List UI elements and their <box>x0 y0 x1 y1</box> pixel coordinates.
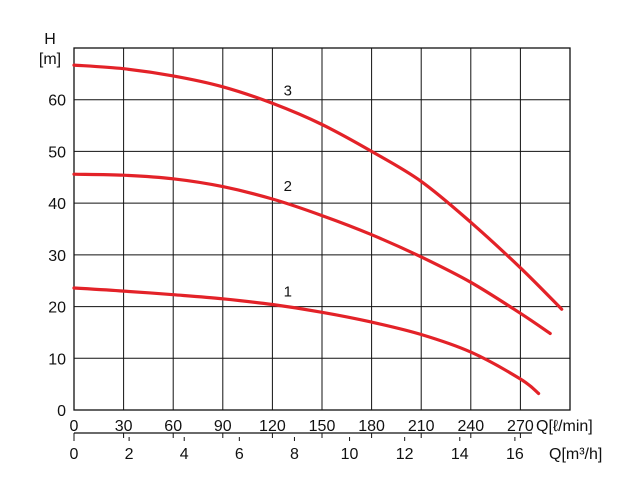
x-axis-primary-title: Q[ℓ/min] <box>536 418 593 435</box>
x-primary-tick-label: 240 <box>457 418 484 435</box>
y-tick-label: 20 <box>48 300 66 317</box>
x-secondary-tick-label: 12 <box>396 446 414 463</box>
x-secondary-tick-label: 2 <box>125 446 134 463</box>
x-primary-tick-label: 120 <box>259 418 286 435</box>
y-tick-label: 10 <box>48 351 66 368</box>
x-primary-tick-label: 0 <box>70 418 79 435</box>
y-axis-title: H <box>44 31 56 48</box>
curve-3 <box>72 63 564 311</box>
x-primary-tick-label: 60 <box>164 418 182 435</box>
x-primary-tick-label: 210 <box>408 418 435 435</box>
x-secondary-tick-label: 8 <box>290 446 299 463</box>
x-secondary-tick-label: 10 <box>341 446 359 463</box>
chart-grid <box>73 47 571 441</box>
x-primary-tick-label: 30 <box>115 418 133 435</box>
x-primary-tick-label: 90 <box>214 418 232 435</box>
x-secondary-tick-label: 6 <box>235 446 244 463</box>
x-secondary-tick-label: 16 <box>506 446 524 463</box>
y-tick-label: 0 <box>57 403 66 420</box>
x-primary-tick-label: 150 <box>309 418 336 435</box>
x-secondary-tick-label: 14 <box>451 446 469 463</box>
y-tick-label: 50 <box>48 144 66 161</box>
y-tick-label: 40 <box>48 196 66 213</box>
performance-curves: 1 2 3 <box>72 63 564 396</box>
x-secondary-tick-label: 0 <box>70 446 79 463</box>
curve-label-2: 2 <box>284 178 292 195</box>
curve-2 <box>72 172 552 336</box>
x-secondary-tick-label: 4 <box>180 446 189 463</box>
x-primary-tick-label: 270 <box>507 418 534 435</box>
curve-label-1: 1 <box>284 284 292 301</box>
x-primary-tick-label: 180 <box>358 418 385 435</box>
x-axis-secondary-title: Q[m³/h] <box>549 446 602 463</box>
y-tick-label: 60 <box>48 93 66 110</box>
curve-1 <box>72 286 541 396</box>
curve-label-3: 3 <box>284 82 292 99</box>
y-tick-label: 30 <box>48 248 66 265</box>
y-axis-unit: [m] <box>39 51 61 68</box>
